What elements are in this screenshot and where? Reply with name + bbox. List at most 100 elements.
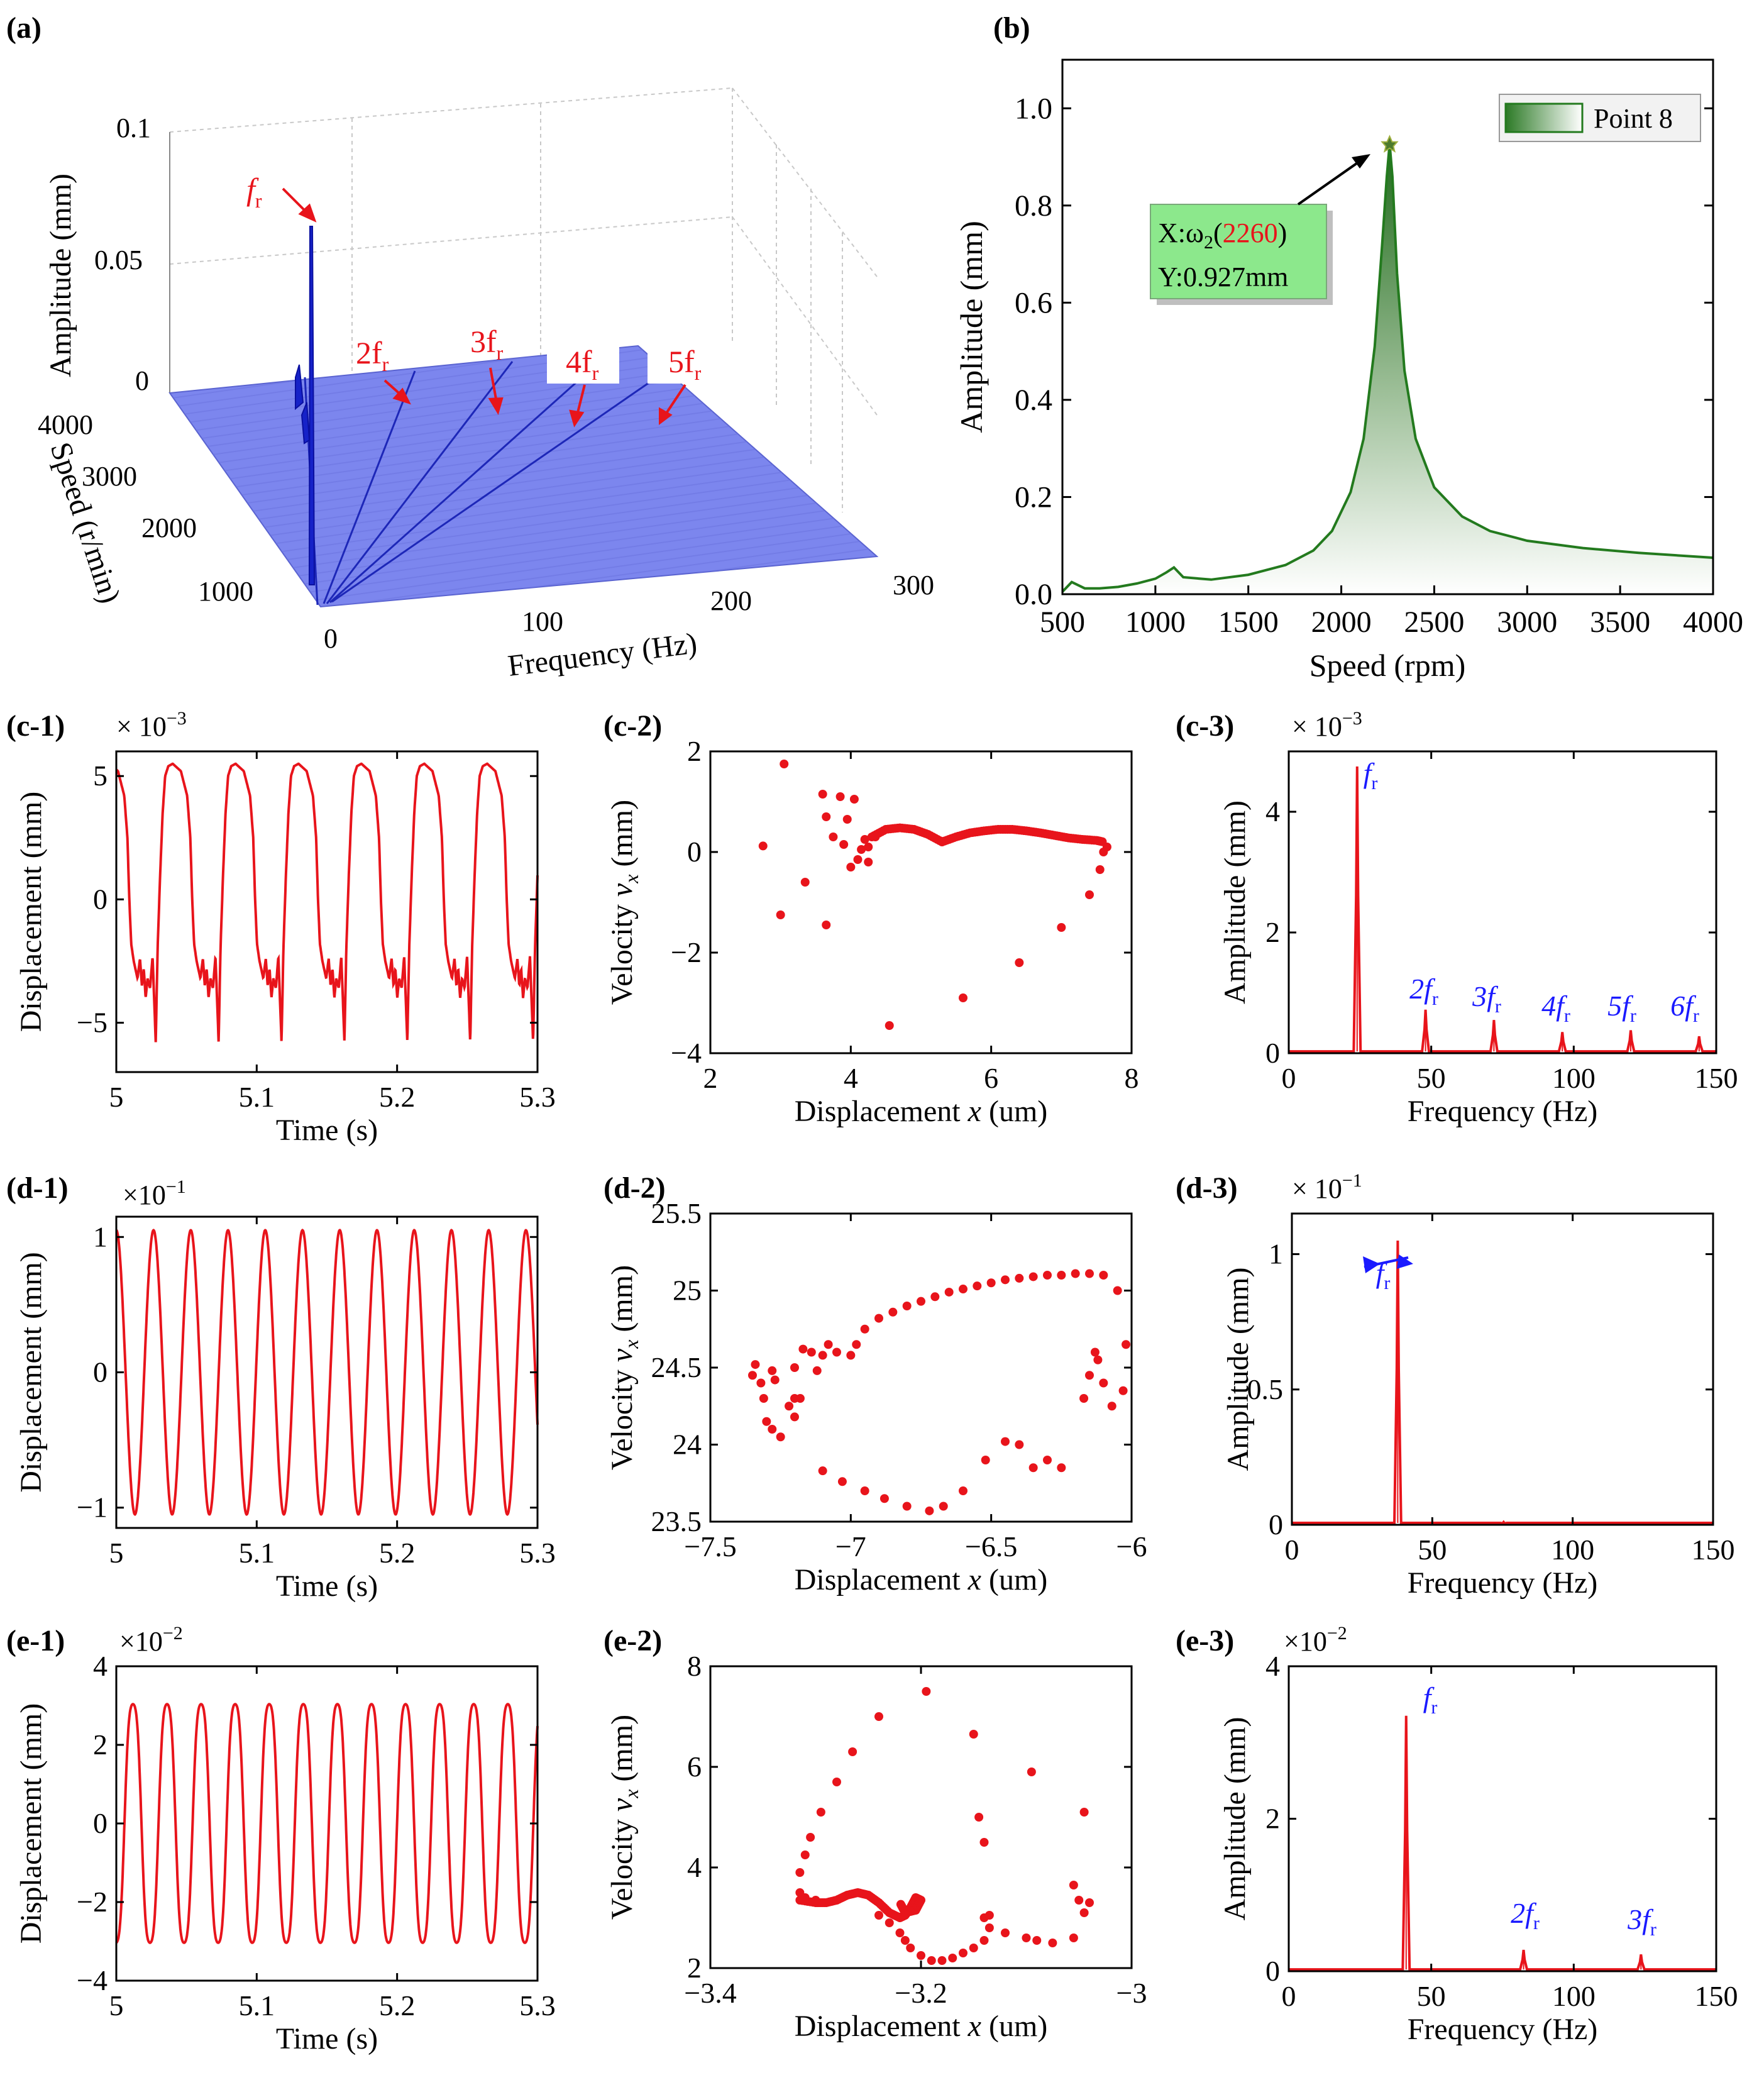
phase-point xyxy=(1015,1273,1024,1283)
phase-point xyxy=(780,760,789,768)
phase-point xyxy=(800,1893,810,1902)
axes-frame xyxy=(115,750,539,1073)
phase-point xyxy=(1057,1463,1066,1473)
x-label-var: x xyxy=(967,1563,981,1596)
phase-point xyxy=(959,1949,967,1957)
y-axis-label: Displacement (mm) xyxy=(14,792,48,1032)
peak-label: 2fr xyxy=(1409,973,1438,1009)
panel-label-d3: (d-3) xyxy=(1176,1171,1238,1205)
panel-label-c2: (c-2) xyxy=(604,709,662,743)
phase-point xyxy=(900,1936,910,1945)
order-trace-5x xyxy=(331,348,698,603)
x-tick-label: 0 xyxy=(1285,1534,1299,1566)
x-tick-label: 5 xyxy=(109,1537,124,1569)
x-tick-label: 100 xyxy=(1552,1980,1596,2012)
x-tick-label: 5.2 xyxy=(379,1081,416,1113)
phase-point xyxy=(885,1021,894,1030)
phase-point xyxy=(959,993,967,1002)
x-tick: 300 xyxy=(893,570,934,600)
y-tick-label: 0.4 xyxy=(1015,384,1052,417)
y-label-sub: x xyxy=(620,1790,642,1799)
phase-point xyxy=(849,795,859,804)
x-tick-label: 100 xyxy=(1551,1534,1594,1566)
axes-frame xyxy=(1287,1665,1717,1972)
phase-point xyxy=(776,910,785,919)
y-tick: 4000 xyxy=(38,409,93,440)
phase-point xyxy=(944,1287,954,1297)
y-label-text: Velocity xyxy=(605,1812,639,1920)
phase-point xyxy=(795,1868,805,1877)
y-tick-label: −4 xyxy=(671,1037,702,1069)
legend-label: Point 8 xyxy=(1594,103,1673,134)
y-tick-label: 4 xyxy=(1265,795,1280,827)
spectrum-line xyxy=(1292,1241,1713,1525)
axes-frame xyxy=(1291,1212,1714,1526)
peak-label-base: 6f xyxy=(1670,990,1697,1022)
y-tick-label: 2 xyxy=(93,1729,107,1761)
peak-label-base: 4f xyxy=(1541,990,1568,1022)
peak-star-marker xyxy=(1381,135,1399,153)
panel-label-d1: (d-1) xyxy=(6,1171,69,1205)
y-label-sub: x xyxy=(620,875,642,884)
panel-c2: (c-2) 2 4 6 8 −4 −2 0 2 Displacement x (um) Veloc… xyxy=(604,709,1139,1128)
peak-label-sub: r xyxy=(1432,988,1438,1009)
x-tick-label: 2500 xyxy=(1404,606,1464,639)
x-tick-label: 150 xyxy=(1695,1980,1738,2012)
phase-point xyxy=(1032,1936,1042,1945)
peak-label: 3fr xyxy=(1472,980,1501,1017)
order-trace-4x xyxy=(329,354,607,604)
panel-e2: (e-2) −3.4 −3.2 −3 2 4 6 8 Displacement x (um) V… xyxy=(604,1624,1147,2043)
phase-point xyxy=(860,1486,869,1495)
phase-point xyxy=(984,1923,994,1932)
phase-point xyxy=(879,1494,889,1503)
y-tick-label: 0.8 xyxy=(1015,189,1052,223)
phase-point xyxy=(798,1344,808,1354)
y-label-sub: x xyxy=(620,1340,642,1349)
y-tick-label: 2 xyxy=(1265,916,1280,948)
exponent-label: × 10−3 xyxy=(116,708,187,742)
phase-point xyxy=(1099,1271,1108,1280)
phase-point xyxy=(959,1486,967,1495)
phase-point xyxy=(1028,1272,1038,1281)
phase-point xyxy=(1085,1371,1094,1380)
y-tick-label: 8 xyxy=(687,1650,702,1682)
time-series-line xyxy=(115,1228,539,1517)
peak-label-sub: r xyxy=(1371,773,1377,794)
phase-point xyxy=(874,1712,883,1721)
x-axis-label: Displacement x (um) xyxy=(795,2010,1048,2043)
phase-point xyxy=(832,1778,841,1786)
panel-d1: (d-1) ×10−1 5 5.1 5.2 5.3 −1 0 1 Time (s) Displa… xyxy=(6,1171,556,1603)
phase-point xyxy=(874,1911,883,1920)
phase-point xyxy=(812,1366,822,1375)
z-axis-label: Amplitude (mm) xyxy=(44,174,77,377)
phase-point xyxy=(902,1302,912,1310)
y-label-unit: (mm) xyxy=(605,1715,639,1790)
x-tick-label: 0 xyxy=(1282,1062,1296,1094)
peak-label-sub: r xyxy=(1495,996,1501,1017)
panel-label-a: (a) xyxy=(6,11,41,45)
annotation-arrows xyxy=(282,187,686,428)
exponent-label: ×10−2 xyxy=(119,1623,183,1657)
phase-point xyxy=(969,1730,978,1739)
z-tick: 0 xyxy=(135,365,149,396)
y-tick-label: 1 xyxy=(1269,1238,1283,1270)
x-label-unit: (um) xyxy=(981,2010,1047,2043)
phase-point xyxy=(806,1833,815,1842)
phase-point xyxy=(748,1371,757,1380)
y-tick-label: 2 xyxy=(687,735,702,767)
x-axis-label: Displacement x (um) xyxy=(795,1095,1048,1128)
label-backdrop xyxy=(648,345,723,384)
phase-point xyxy=(853,855,863,864)
x-tick-label: 50 xyxy=(1417,1062,1446,1094)
axes-frame xyxy=(1287,750,1717,1054)
x-axis-label: Displacement x (um) xyxy=(795,1563,1048,1596)
panel-label-b: (b) xyxy=(993,11,1030,45)
y-tick-label: 5 xyxy=(93,760,107,792)
phase-point xyxy=(800,1850,810,1859)
y-tick-label: −1 xyxy=(77,1491,107,1524)
trajectory-point xyxy=(896,1900,905,1909)
phase-point xyxy=(1074,1896,1084,1905)
x-tick-label: 0 xyxy=(1282,1980,1296,2012)
phase-point xyxy=(917,1951,925,1960)
phase-point xyxy=(1093,1355,1103,1364)
